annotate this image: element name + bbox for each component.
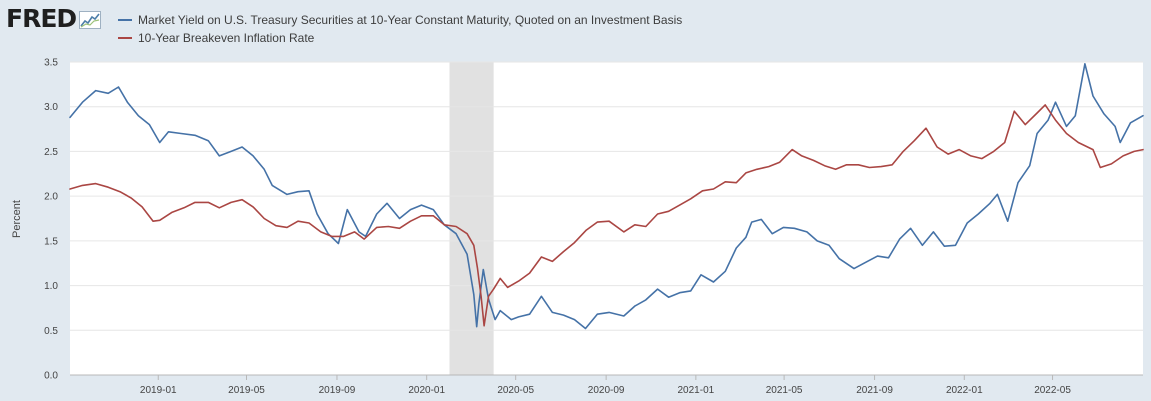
x-tick-label: 2019-09	[319, 385, 356, 396]
legend-item-treasury[interactable]: Market Yield on U.S. Treasury Securities…	[118, 11, 682, 29]
y-tick-label: 1.5	[44, 236, 58, 247]
logo-text: FRED	[6, 4, 77, 33]
legend-swatch-treasury	[118, 19, 132, 21]
x-tick-label: 2022-05	[1034, 385, 1071, 396]
x-tick-label: 2021-09	[856, 385, 893, 396]
chart-line-icon	[79, 11, 102, 29]
x-tick-label: 2020-09	[588, 385, 625, 396]
series-line-breakeven-10y	[69, 104, 1144, 327]
y-tick-label: 0.5	[44, 326, 58, 337]
y-tick-label: 2.0	[44, 192, 58, 203]
y-axis-title: Percent	[11, 200, 23, 238]
y-tick-label: 1.0	[44, 281, 58, 292]
x-tick-label: 2020-01	[408, 385, 445, 396]
recession-shade-0	[449, 62, 494, 375]
fred-logo[interactable]: FRED	[6, 4, 102, 34]
chart-legend: Market Yield on U.S. Treasury Securities…	[118, 11, 682, 47]
chart-header: FRED Market Yield on U.S. Treasury Secur…	[0, 0, 1151, 52]
legend-label-breakeven: 10-Year Breakeven Inflation Rate	[138, 31, 315, 45]
y-tick-label: 3.0	[44, 102, 58, 113]
x-tick-label: 2020-05	[497, 385, 534, 396]
plot-area	[70, 62, 1143, 375]
y-tick-label: 0.0	[44, 371, 58, 382]
legend-item-breakeven[interactable]: 10-Year Breakeven Inflation Rate	[118, 29, 682, 47]
legend-swatch-breakeven	[118, 37, 132, 39]
x-tick-label: 2021-01	[678, 385, 715, 396]
x-tick-label: 2021-05	[766, 385, 803, 396]
x-tick-label: 2019-05	[228, 385, 265, 396]
x-tick-label: 2019-01	[140, 385, 177, 396]
x-tick-label: 2022-01	[946, 385, 983, 396]
series-line-treasury-10y	[69, 62, 1144, 330]
y-tick-label: 2.5	[44, 147, 58, 158]
legend-label-treasury: Market Yield on U.S. Treasury Securities…	[138, 13, 683, 27]
y-tick-label: 3.5	[44, 58, 58, 69]
